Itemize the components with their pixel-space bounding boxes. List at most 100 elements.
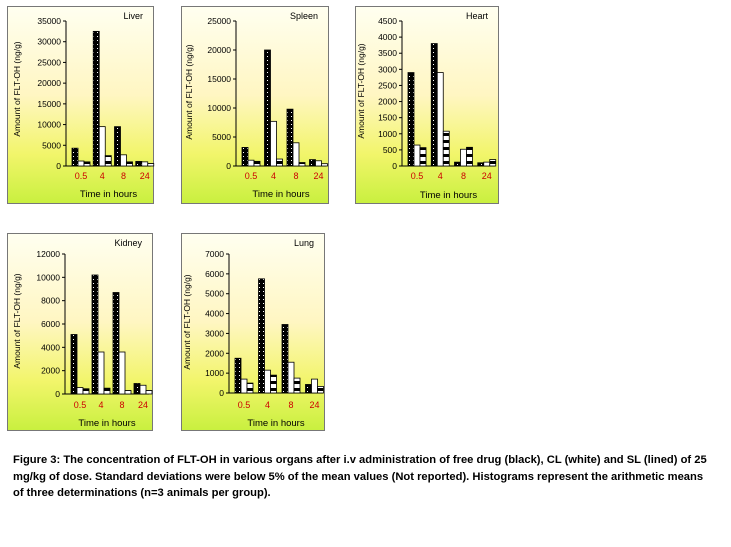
y-tick-label: 2000 xyxy=(41,366,60,376)
y-tick-label: 0 xyxy=(226,161,231,171)
bar-heart-0.5-s1 xyxy=(413,144,421,167)
y-tick-label: 2000 xyxy=(378,97,397,107)
bar-spleen-4-s0 xyxy=(264,49,271,167)
x-tick-label: 0.5 xyxy=(245,171,258,181)
chart-svg-heart: 0 500 1000 1500 2000 2500 3000 3500 4000 4500 0.5 4… xyxy=(356,16,497,201)
x-tick-label: 0.5 xyxy=(411,171,424,181)
bar-spleen-4-s1 xyxy=(270,120,277,167)
y-tick-label: 30000 xyxy=(37,37,61,47)
bar-kidney-0.5-s0 xyxy=(70,334,78,395)
x-tick-label: 4 xyxy=(265,400,270,410)
x-tick-label: 0.5 xyxy=(238,400,251,410)
chart-title: Heart xyxy=(465,11,488,21)
x-tick-label: 24 xyxy=(482,171,492,181)
bar-lung-0.5-s1 xyxy=(240,378,248,394)
y-tick-label: 0 xyxy=(219,388,224,398)
x-tick-label: 0.5 xyxy=(74,400,87,410)
chart-title: Lung xyxy=(293,238,314,248)
bar-liver-24-s1 xyxy=(141,161,149,167)
chart-panel-lung: 0 1000 2000 3000 4000 5000 6000 7000 0.5 4 8 24 Time… xyxy=(181,233,325,431)
bar-kidney-0.5-s2 xyxy=(82,388,90,395)
x-tick-label: 8 xyxy=(121,171,126,181)
x-tick-label: 8 xyxy=(293,171,298,181)
y-tick-label: 25000 xyxy=(37,57,61,67)
bar-lung-24-s0 xyxy=(305,384,312,394)
y-tick-label: 1000 xyxy=(378,129,397,139)
bar-spleen-24-s0 xyxy=(309,159,316,167)
y-axis-label: Amount of FLT-OH (ng/g) xyxy=(182,274,192,369)
x-tick-label: 24 xyxy=(309,400,319,410)
bar-liver-8-s1 xyxy=(120,154,127,167)
y-tick-label: 4000 xyxy=(205,309,224,319)
chart-title: Liver xyxy=(123,11,143,21)
bar-kidney-8-s2 xyxy=(124,390,132,395)
bar-lung-4-s2 xyxy=(270,374,277,394)
bar-heart-0.5-s2 xyxy=(419,147,427,167)
x-tick-label: 0.5 xyxy=(75,171,88,181)
bar-spleen-8-s0 xyxy=(286,108,294,167)
y-tick-label: 6000 xyxy=(41,319,60,329)
bar-liver-4-s1 xyxy=(98,126,106,167)
bar-lung-24-s1 xyxy=(311,378,318,394)
chart-svg-spleen: 0 5000 10000 15000 20000 25000 0.5 4 8 24 Time in … xyxy=(184,16,328,200)
bar-lung-8-s2 xyxy=(293,377,301,394)
y-tick-label: 7000 xyxy=(205,249,224,259)
bar-kidney-4-s1 xyxy=(97,351,105,395)
y-tick-label: 2000 xyxy=(205,348,224,358)
bar-spleen-0.5-s0 xyxy=(241,147,249,167)
bar-kidney-0.5-s1 xyxy=(76,387,84,395)
bar-spleen-0.5-s1 xyxy=(247,159,255,167)
bar-lung-0.5-s0 xyxy=(234,357,242,394)
y-tick-label: 4500 xyxy=(378,16,397,26)
bar-spleen-24-s2 xyxy=(321,163,328,167)
x-tick-label: 4 xyxy=(98,400,103,410)
x-tick-label: 24 xyxy=(140,171,150,181)
bar-heart-4-s2 xyxy=(442,130,450,167)
y-tick-label: 0 xyxy=(56,161,61,171)
bar-lung-4-s0 xyxy=(258,278,265,394)
bar-kidney-24-s1 xyxy=(139,384,147,395)
y-tick-label: 10000 xyxy=(37,120,61,130)
bar-lung-0.5-s2 xyxy=(246,382,254,394)
y-tick-label: 10000 xyxy=(36,272,60,282)
chart-panel-kidney: 0 2000 4000 6000 8000 10000 12000 0.5 4 8 24 Time i… xyxy=(7,233,153,431)
x-tick-label: 4 xyxy=(271,171,276,181)
y-tick-label: 5000 xyxy=(212,132,231,142)
bar-liver-4-s2 xyxy=(104,155,112,167)
bar-kidney-24-s0 xyxy=(133,383,141,395)
bar-spleen-0.5-s2 xyxy=(253,160,261,167)
x-tick-label: 8 xyxy=(119,400,124,410)
bar-kidney-8-s1 xyxy=(118,351,126,395)
chart-title: Kidney xyxy=(114,238,142,248)
bar-kidney-4-s2 xyxy=(103,387,111,395)
x-tick-label: 24 xyxy=(138,400,148,410)
bar-heart-4-s1 xyxy=(436,72,444,167)
y-axis-label: Amount of FLT-OH (ng/g) xyxy=(12,41,22,136)
y-tick-label: 3000 xyxy=(378,64,397,74)
bar-lung-8-s1 xyxy=(287,361,295,394)
y-axis-label: Amount of FLT-OH (ng/g) xyxy=(184,44,194,139)
x-tick-label: 4 xyxy=(100,171,105,181)
x-tick-label: 8 xyxy=(288,400,293,410)
x-axis-label: Time in hours xyxy=(252,189,309,200)
chart-svg-liver: 0 5000 10000 15000 20000 25000 30000 35000 0.5 4 8… xyxy=(12,16,155,200)
y-tick-label: 10000 xyxy=(207,103,231,113)
bar-lung-4-s1 xyxy=(264,369,271,394)
y-tick-label: 4000 xyxy=(41,342,60,352)
bar-spleen-4-s2 xyxy=(276,158,283,167)
y-tick-label: 0 xyxy=(392,161,397,171)
y-tick-label: 0 xyxy=(55,389,60,399)
y-tick-label: 20000 xyxy=(37,78,61,88)
y-axis-label: Amount of FLT-OH (ng/g) xyxy=(12,273,22,368)
bar-spleen-8-s2 xyxy=(298,162,306,167)
x-axis-label: Time in hours xyxy=(420,190,477,201)
y-tick-label: 8000 xyxy=(41,296,60,306)
bar-heart-24-s1 xyxy=(483,161,491,167)
y-tick-label: 15000 xyxy=(37,99,61,109)
x-axis-label: Time in hours xyxy=(80,189,137,200)
chart-title: Spleen xyxy=(289,11,318,21)
y-axis-label: Amount of FLT-OH (ng/g) xyxy=(356,43,366,138)
bar-spleen-24-s1 xyxy=(315,160,322,167)
y-tick-label: 20000 xyxy=(207,45,231,55)
y-tick-label: 12000 xyxy=(36,249,60,259)
